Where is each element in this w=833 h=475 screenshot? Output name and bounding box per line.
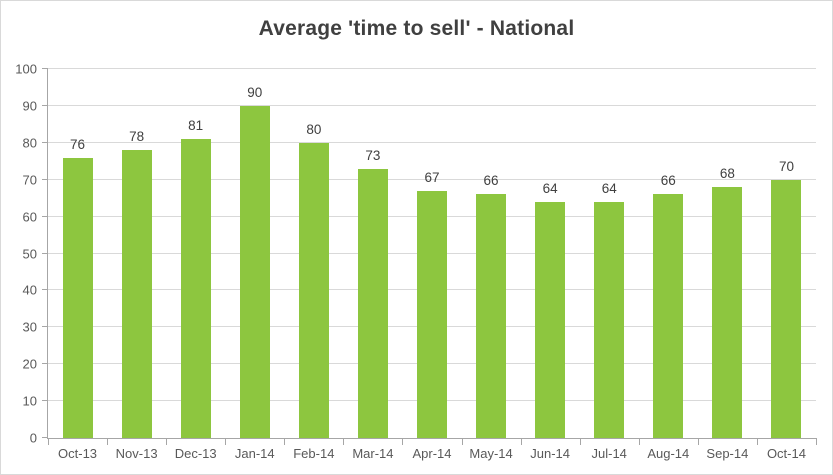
x-axis-tick bbox=[697, 438, 699, 445]
x-axis-tick bbox=[756, 438, 758, 445]
bar-value-label: 66 bbox=[660, 173, 676, 189]
x-axis-label: Jan-14 bbox=[234, 446, 275, 461]
x-axis-tick bbox=[166, 438, 168, 445]
x-axis-tick bbox=[402, 438, 404, 445]
x-axis-label: Mar-14 bbox=[352, 446, 394, 461]
bar bbox=[239, 105, 270, 438]
plot-area: 0 10 20 30 40 50 60 70 80 90 100 76 Oct-13 78 Nov-13 81… bbox=[15, 62, 817, 461]
y-axis-label: 90 bbox=[22, 98, 37, 114]
x-axis-tick bbox=[225, 438, 227, 445]
x-axis-label: Jun-14 bbox=[530, 446, 571, 461]
bar-value-label: 64 bbox=[601, 180, 617, 196]
bar-value-label: 68 bbox=[719, 166, 735, 182]
bar bbox=[121, 150, 152, 438]
bar bbox=[180, 139, 211, 438]
x-axis-label: Oct-13 bbox=[58, 446, 98, 461]
bar bbox=[298, 142, 329, 438]
bar-value-label: 67 bbox=[424, 169, 440, 185]
x-axis-tick bbox=[284, 438, 286, 445]
bar bbox=[417, 190, 447, 438]
gridline bbox=[48, 141, 816, 143]
gridline bbox=[48, 104, 816, 106]
bar bbox=[594, 201, 625, 438]
bar-value-label: 64 bbox=[542, 180, 558, 196]
chart-title: Average 'time to sell' - National bbox=[258, 17, 575, 40]
x-axis-label: Feb-14 bbox=[293, 446, 335, 461]
x-axis-tick bbox=[816, 438, 817, 445]
y-axis-tick bbox=[42, 289, 48, 291]
x-axis-tick bbox=[520, 438, 522, 445]
x-axis-tick bbox=[107, 438, 109, 445]
x-axis-tick bbox=[579, 438, 581, 445]
y-axis-tick bbox=[42, 178, 48, 180]
x-axis-tick bbox=[461, 438, 463, 445]
bar bbox=[712, 187, 743, 438]
y-axis-label: 0 bbox=[29, 430, 37, 446]
x-axis-label: Sep-14 bbox=[706, 446, 749, 461]
y-axis-tick bbox=[42, 215, 48, 217]
y-axis-tick bbox=[42, 363, 48, 365]
bar-value-label: 80 bbox=[306, 121, 322, 137]
y-axis-label: 50 bbox=[22, 246, 37, 261]
bar-value-label: 66 bbox=[483, 173, 499, 189]
gridline bbox=[48, 68, 816, 69]
bar bbox=[357, 168, 388, 438]
bar bbox=[476, 194, 507, 438]
x-axis-label: Nov-13 bbox=[115, 446, 158, 461]
bar-value-label: 81 bbox=[188, 118, 204, 134]
y-axis-tick bbox=[42, 141, 48, 143]
x-axis-tick bbox=[343, 438, 345, 445]
y-axis-tick bbox=[42, 400, 48, 402]
bar bbox=[62, 157, 93, 438]
y-axis-label: 10 bbox=[22, 393, 37, 409]
bar bbox=[535, 201, 566, 438]
x-axis-label: Jul-14 bbox=[591, 446, 627, 461]
x-axis-label: Aug-14 bbox=[647, 446, 690, 461]
y-axis-label: 60 bbox=[22, 209, 37, 225]
bar-value-label: 76 bbox=[70, 136, 86, 152]
y-axis-tick bbox=[42, 326, 48, 328]
gridline bbox=[48, 178, 816, 180]
bar-value-label: 73 bbox=[365, 147, 381, 163]
bar bbox=[771, 179, 802, 438]
x-axis-label: Oct-14 bbox=[766, 446, 806, 461]
bar-value-label: 70 bbox=[778, 158, 794, 174]
y-axis-tick bbox=[42, 252, 48, 254]
y-axis-tick bbox=[42, 68, 48, 69]
x-axis-tick bbox=[48, 438, 49, 445]
y-axis-label: 70 bbox=[22, 172, 37, 188]
y-axis-label: 40 bbox=[22, 282, 37, 298]
y-axis-label: 100 bbox=[15, 61, 37, 77]
y-axis-label: 30 bbox=[22, 319, 37, 335]
bar-value-label: 78 bbox=[129, 129, 145, 145]
bar bbox=[653, 194, 684, 438]
y-axis-tick bbox=[42, 437, 48, 438]
y-axis-label: 80 bbox=[22, 135, 37, 151]
x-axis-label: Dec-13 bbox=[174, 446, 217, 461]
y-axis-tick bbox=[42, 104, 48, 106]
x-axis-label: Apr-14 bbox=[412, 446, 452, 461]
x-axis-label: May-14 bbox=[469, 446, 513, 461]
bar-value-label: 90 bbox=[247, 84, 263, 100]
y-axis-label: 20 bbox=[22, 356, 37, 372]
x-axis-tick bbox=[638, 438, 640, 445]
